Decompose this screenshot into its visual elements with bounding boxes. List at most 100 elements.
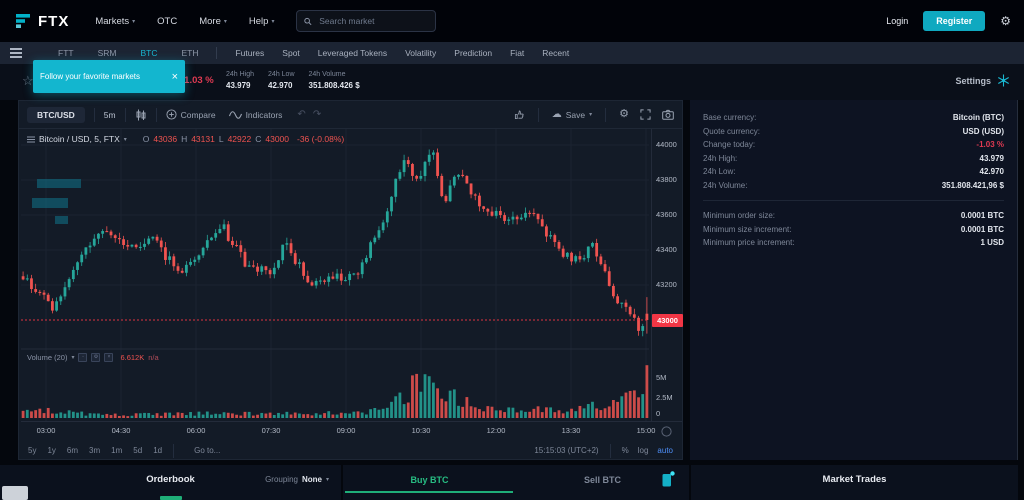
chevron-down-icon: ▾ <box>589 112 593 118</box>
candles-style-icon[interactable] <box>135 109 147 121</box>
tab-leveraged-tokens[interactable]: Leveraged Tokens <box>317 48 388 58</box>
tab-spot[interactable]: Spot <box>282 48 300 58</box>
settings-gear-icon[interactable]: ⚙ <box>1000 14 1011 28</box>
indicator-settings-icon[interactable]: ⚙ <box>91 353 101 362</box>
legend-symbol-title: Bitcoin / USD, 5, FTX <box>39 134 120 144</box>
detail-row: Minimum price increment: 1 USD <box>703 238 1004 248</box>
tab-buy-btc[interactable]: Buy BTC <box>343 465 516 500</box>
chart-bottom-toolbar: 5y 1y 6m 3m 1m 5d 1d Go to... 15:15:03 (… <box>19 441 682 460</box>
fullscreen-icon[interactable] <box>640 109 651 120</box>
range-1d[interactable]: 1d <box>153 446 163 455</box>
market-tabs: FTT SRM BTC ETH <box>58 48 198 58</box>
login-button[interactable]: Login <box>886 16 909 26</box>
search-icon <box>304 17 312 25</box>
active-tab-underline <box>345 491 513 493</box>
chart-settings-icon[interactable]: ⚙ <box>619 108 629 120</box>
category-tabs: Futures Spot Leveraged Tokens Volatility… <box>235 48 569 58</box>
trade-tabs-panel: Buy BTC Sell BTC <box>343 465 689 500</box>
legend-menu-icon <box>27 136 35 142</box>
tab-ftt[interactable]: FTT <box>58 48 74 58</box>
favorite-star-icon[interactable]: ☆ <box>22 73 34 88</box>
goto-button[interactable]: Go to... <box>194 446 221 455</box>
divider <box>216 47 218 59</box>
chevron-down-icon: ▾ <box>123 136 127 143</box>
auto-scale-button[interactable]: auto <box>657 446 673 455</box>
market-trades-panel: Market Trades <box>691 465 1018 500</box>
detail-row: Change today: -1.03 % <box>703 140 1004 150</box>
tab-futures[interactable]: Futures <box>235 48 265 58</box>
market-settings[interactable]: Settings <box>955 74 1010 87</box>
detail-row: 24h Volume: 351.808.421,96 $ <box>703 180 1004 190</box>
markets-navbar: FTT SRM BTC ETH Futures Spot Leveraged T… <box>0 42 1024 64</box>
volume-tick: 0 <box>656 409 661 418</box>
redo-icon[interactable]: ↷ <box>312 109 322 120</box>
mobile-widget-icon[interactable] <box>662 471 675 487</box>
range-buttons: 5y 1y 6m 3m 1m 5d 1d <box>28 446 162 455</box>
market-trades-title[interactable]: Market Trades <box>822 474 887 485</box>
remove-indicator-icon[interactable]: × <box>104 353 114 362</box>
symbol-button[interactable]: BTC/USD <box>27 106 85 123</box>
time-tick: 07:30 <box>261 426 281 435</box>
tooltip-text: Follow your favorite markets <box>40 72 141 81</box>
chevron-down-icon: ▾ <box>325 477 329 483</box>
compare-button[interactable]: Compare <box>166 109 216 120</box>
range-6m[interactable]: 6m <box>66 446 79 455</box>
close-icon[interactable]: × <box>171 70 178 83</box>
menu-hamburger-icon[interactable] <box>10 48 22 58</box>
grouping-select[interactable]: Grouping None ▾ <box>265 475 329 484</box>
search-input[interactable] <box>317 15 429 27</box>
interval-button[interactable]: 5m <box>103 109 116 120</box>
ftx-logo[interactable]: FTX <box>16 13 69 30</box>
price-tick: 43800 <box>656 175 677 184</box>
nav-otc[interactable]: OTC <box>157 15 178 27</box>
chevron-down-icon: ▾ <box>71 355 75 361</box>
volume-legend[interactable]: Volume (20) ▾ ◦ ⚙ × 6.612K n/a <box>27 353 159 362</box>
undo-icon[interactable]: ↶ <box>297 109 306 120</box>
tab-fiat[interactable]: Fiat <box>510 48 525 58</box>
range-1y[interactable]: 1y <box>47 446 56 455</box>
logo-text: FTX <box>38 12 70 30</box>
tab-btc[interactable]: BTC <box>140 48 158 58</box>
thumb-up-icon[interactable] <box>514 109 525 120</box>
range-5d[interactable]: 5d <box>133 446 143 455</box>
chevron-down-icon: ▾ <box>223 18 227 25</box>
tab-eth[interactable]: ETH <box>181 48 199 58</box>
tab-sell-btc[interactable]: Sell BTC <box>516 465 689 500</box>
range-1m[interactable]: 1m <box>111 446 123 455</box>
log-scale-button[interactable]: log <box>637 446 649 455</box>
eye-icon[interactable]: ◦ <box>78 353 88 362</box>
stat-24h-high: 24h High 43.979 <box>226 71 255 90</box>
save-layout-button[interactable]: ☁ Save ▾ <box>551 109 593 120</box>
divider <box>703 200 1004 201</box>
percent-scale-button[interactable]: % <box>621 446 629 455</box>
price-tick: 44000 <box>656 140 677 149</box>
ohlc-values: O 43036 H 43131 L 42922 C 43000 -36 (-0.08%) <box>142 134 345 144</box>
nav-more[interactable]: More ▾ <box>199 15 227 27</box>
stat-24h-volume: 24h Volume 351.808.426 $ <box>308 71 360 90</box>
indicators-button[interactable]: Indicators <box>228 110 282 120</box>
tab-recent[interactable]: Recent <box>542 48 570 58</box>
range-5y[interactable]: 5y <box>28 446 37 455</box>
tab-srm[interactable]: SRM <box>97 48 117 58</box>
tab-prediction[interactable]: Prediction <box>454 48 493 58</box>
nav-help[interactable]: Help ▾ <box>248 15 275 27</box>
detail-row: Minimum size increment: 0.0001 BTC <box>703 224 1004 234</box>
range-3m[interactable]: 3m <box>89 446 101 455</box>
register-button[interactable]: Register <box>923 11 986 31</box>
clock-label[interactable]: 15:15:03 (UTC+2) <box>534 446 599 455</box>
camera-snapshot-icon[interactable] <box>662 109 674 120</box>
time-axis[interactable]: 03:00 04:30 06:00 07:30 09:00 10:30 12:00 13:30… <box>21 421 682 442</box>
orderbook-peek <box>160 496 182 500</box>
market-stats: 24h High 43.979 24h Low 42.970 24h Volume 3… <box>226 71 360 90</box>
timezone-circle-icon[interactable] <box>661 426 672 437</box>
tooltip-artifact <box>32 198 68 208</box>
tab-volatility[interactable]: Volatility <box>405 48 437 58</box>
nav-markets[interactable]: Markets ▾ <box>95 15 136 27</box>
top-nav-items: Markets ▾ OTC More ▾ Help ▾ <box>95 16 274 27</box>
price-axis[interactable]: 44000 43800 43600 43400 43200 5M 2.5M 0 43000 <box>651 129 683 421</box>
market-search[interactable] <box>296 10 437 32</box>
candlestick-chart[interactable] <box>21 129 649 421</box>
time-tick: 09:00 <box>336 426 356 435</box>
detail-row: Quote currency: USD (USD) <box>703 126 1004 136</box>
